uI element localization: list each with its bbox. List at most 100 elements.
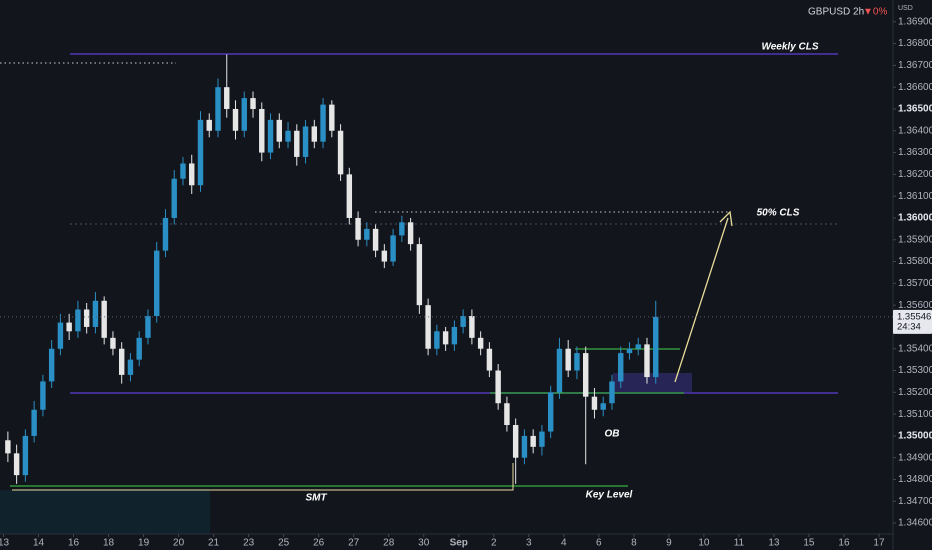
x-tick-label: 26	[313, 538, 325, 549]
candle-body	[582, 353, 589, 397]
x-tick-label: 6	[596, 538, 602, 549]
y-tick-label: 1.34700	[898, 496, 932, 507]
candle-body	[635, 344, 641, 349]
candle-body	[346, 174, 353, 218]
candle-body	[171, 178, 177, 218]
x-tick-label: 14	[33, 538, 45, 549]
y-tick-label: 1.34600	[898, 518, 932, 529]
candle-body	[48, 348, 55, 382]
candle-body	[399, 222, 405, 236]
session-shade	[0, 490, 210, 534]
y-tick-label: 1.36300	[898, 147, 932, 158]
candle-body	[460, 316, 466, 327]
projection-arrow	[674, 217, 729, 383]
candle-body	[92, 300, 99, 327]
candle-body	[267, 119, 274, 153]
x-tick-label: 19	[138, 538, 150, 549]
y-tick-label: 1.35800	[898, 256, 932, 267]
candle-body	[311, 126, 318, 142]
x-tick-label: 21	[208, 538, 220, 549]
candle-body	[320, 104, 326, 142]
candle-body	[451, 326, 458, 345]
x-tick-label: 9	[666, 538, 672, 549]
y-tick-label: 1.35200	[898, 387, 932, 398]
y-tick-label: 1.36900	[898, 16, 932, 27]
x-tick-label: 16	[838, 538, 850, 549]
candle-body	[250, 98, 256, 109]
candle-body	[512, 425, 519, 458]
candle-body	[206, 119, 212, 131]
y-tick-label: 1.34900	[898, 452, 932, 463]
candle-body	[31, 409, 37, 436]
candle-body	[136, 337, 142, 360]
candle-body	[407, 222, 414, 245]
x-tick-label: 23	[243, 538, 255, 549]
y-tick-label: 1.36800	[898, 38, 932, 49]
candles	[5, 54, 659, 484]
last-price-label: 1.35546	[897, 311, 931, 322]
x-tick-label: 4	[561, 538, 567, 549]
annotation: OB	[605, 429, 620, 440]
y-tick-label: 1.35000	[898, 431, 932, 442]
candle-body	[302, 126, 309, 157]
candle-body	[40, 381, 46, 410]
y-tick-label: 1.36600	[898, 82, 932, 93]
annotation: SMT	[305, 493, 327, 504]
candle-body	[416, 244, 423, 306]
plot-area	[0, 53, 838, 491]
candle-body	[556, 348, 563, 393]
x-tick-label: 13	[768, 538, 780, 549]
x-tick-label: 28	[383, 538, 395, 549]
x-tick-label: 13	[0, 538, 10, 549]
candle-body	[381, 250, 388, 262]
y-tick-label: 1.36700	[898, 60, 932, 71]
candle-body	[153, 250, 160, 317]
candle-body	[215, 87, 221, 131]
y-tick-label: 1.35600	[898, 300, 932, 311]
candle-body	[57, 322, 64, 349]
price-axis	[893, 0, 932, 550]
candle-body	[504, 403, 510, 426]
x-tick-label: 15	[803, 538, 815, 549]
candle-body	[189, 163, 195, 186]
annotation: Key Level	[586, 490, 633, 501]
candle-body	[329, 104, 335, 131]
x-tick-label: 20	[173, 538, 185, 549]
x-tick-label: 18	[103, 538, 115, 549]
x-tick-label: 30	[418, 538, 430, 549]
candle-body	[224, 87, 230, 109]
annotation: Weekly CLS	[761, 42, 818, 53]
candle-body	[547, 392, 554, 432]
currency-label: USD	[898, 5, 913, 12]
candle-body	[285, 130, 291, 142]
annotation: 50% CLS	[757, 208, 800, 219]
x-tick-label: Sep	[450, 538, 468, 549]
x-tick-label: 17	[873, 538, 885, 549]
candle-body	[180, 163, 186, 179]
candle-body	[486, 348, 493, 371]
candle-body	[145, 316, 151, 338]
y-tick-label: 1.35100	[898, 409, 932, 420]
candle-body	[591, 396, 598, 410]
candle-body	[232, 108, 239, 131]
candle-body	[22, 435, 29, 476]
candle-body	[13, 453, 20, 476]
candle-body	[653, 316, 659, 378]
candle-body	[127, 359, 134, 375]
symbol-label: GBPUSD 2h	[808, 7, 864, 18]
candle-body	[539, 431, 545, 447]
y-tick-label: 1.36400	[898, 125, 932, 136]
countdown-label: 24:34	[897, 321, 921, 332]
y-tick-label: 1.35700	[898, 278, 932, 289]
candle-body	[66, 322, 72, 332]
y-tick-label: 1.36100	[898, 191, 932, 202]
x-tick-label: 27	[348, 538, 360, 549]
candle-body	[197, 119, 204, 186]
candle-body	[162, 217, 169, 251]
y-tick-label: 1.35900	[898, 234, 932, 245]
candle-body	[75, 309, 81, 332]
candle-body	[390, 235, 396, 262]
